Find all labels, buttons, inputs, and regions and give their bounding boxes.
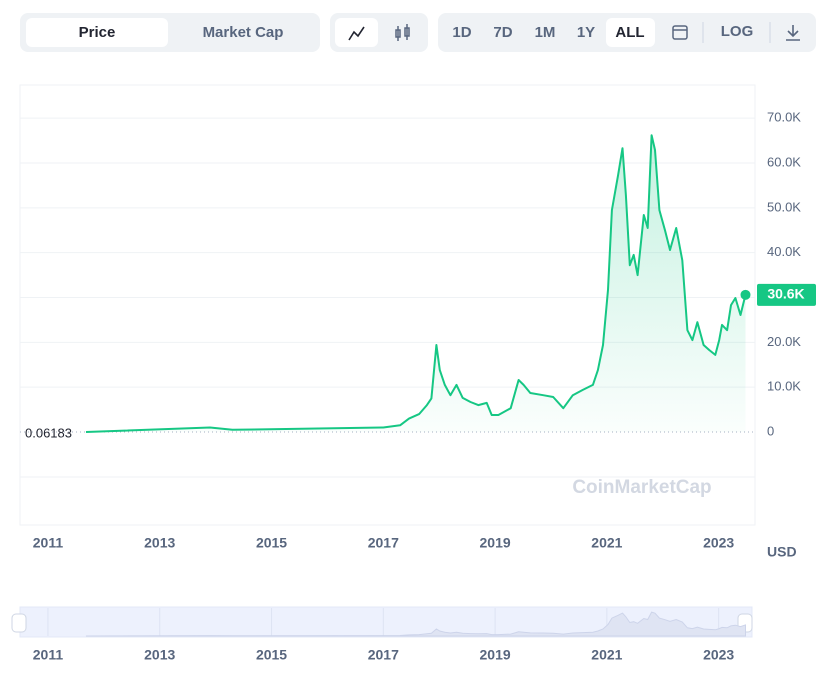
chart-type-active (335, 18, 378, 47)
navigator-tick-label: 2021 (591, 647, 622, 663)
x-tick-label: 2023 (703, 535, 734, 551)
y-tick-label: 0 (767, 423, 774, 438)
calendar-icon[interactable] (672, 25, 688, 40)
range-all[interactable]: ALL (615, 24, 644, 41)
log-toggle[interactable]: LOG (721, 23, 754, 40)
area (85, 135, 746, 432)
navigator-tick-label: 2015 (256, 647, 287, 663)
tab-active (26, 18, 168, 47)
tab-market-cap[interactable]: Market Cap (203, 24, 284, 41)
x-tick-label: 2011 (33, 535, 64, 551)
x-tick-label: 2017 (368, 535, 399, 551)
range-active (606, 18, 655, 47)
navigator-tick-label: 2023 (703, 647, 734, 663)
start-label: 0.06183 (25, 425, 72, 440)
tab-price[interactable]: Price (79, 24, 116, 41)
x-tick-label: 2013 (144, 535, 175, 551)
navigator-tick-label: 2019 (480, 647, 511, 663)
navigator-tick-label: 2017 (368, 647, 399, 663)
x-tick-label: 2021 (591, 535, 622, 551)
range-7d[interactable]: 7D (493, 24, 512, 41)
last-point (740, 289, 751, 300)
range-1y[interactable]: 1Y (577, 24, 595, 41)
navigator-handle-left[interactable] (11, 613, 27, 633)
range-1m[interactable]: 1M (535, 24, 556, 41)
y-tick-label: 60.0K (767, 154, 801, 169)
y-tick-label: 20.0K (767, 334, 801, 349)
current-label-box (757, 283, 816, 306)
download-icon[interactable] (786, 25, 800, 41)
x-tick-label: 2015 (256, 535, 287, 551)
y-tick-label: 70.0K (767, 110, 801, 125)
navigator-tick-label: 2013 (144, 647, 175, 663)
x-tick-label: 2019 (480, 535, 511, 551)
y-tick-label: 40.0K (767, 244, 801, 259)
watermark: CoinMarketCap (572, 477, 711, 498)
price-line (85, 134, 747, 433)
navigator-tick-label: 2011 (33, 647, 64, 663)
navigator-line (85, 611, 747, 637)
currency: USD (767, 544, 797, 560)
current-label: 30.6K (767, 286, 804, 302)
range-1d[interactable]: 1D (452, 24, 471, 41)
line-icon[interactable] (348, 26, 365, 41)
candle-icon[interactable] (395, 24, 410, 41)
plot-frame (19, 84, 756, 526)
y-tick-label: 50.0K (767, 199, 801, 214)
y-tick-label: 10.0K (767, 379, 801, 394)
